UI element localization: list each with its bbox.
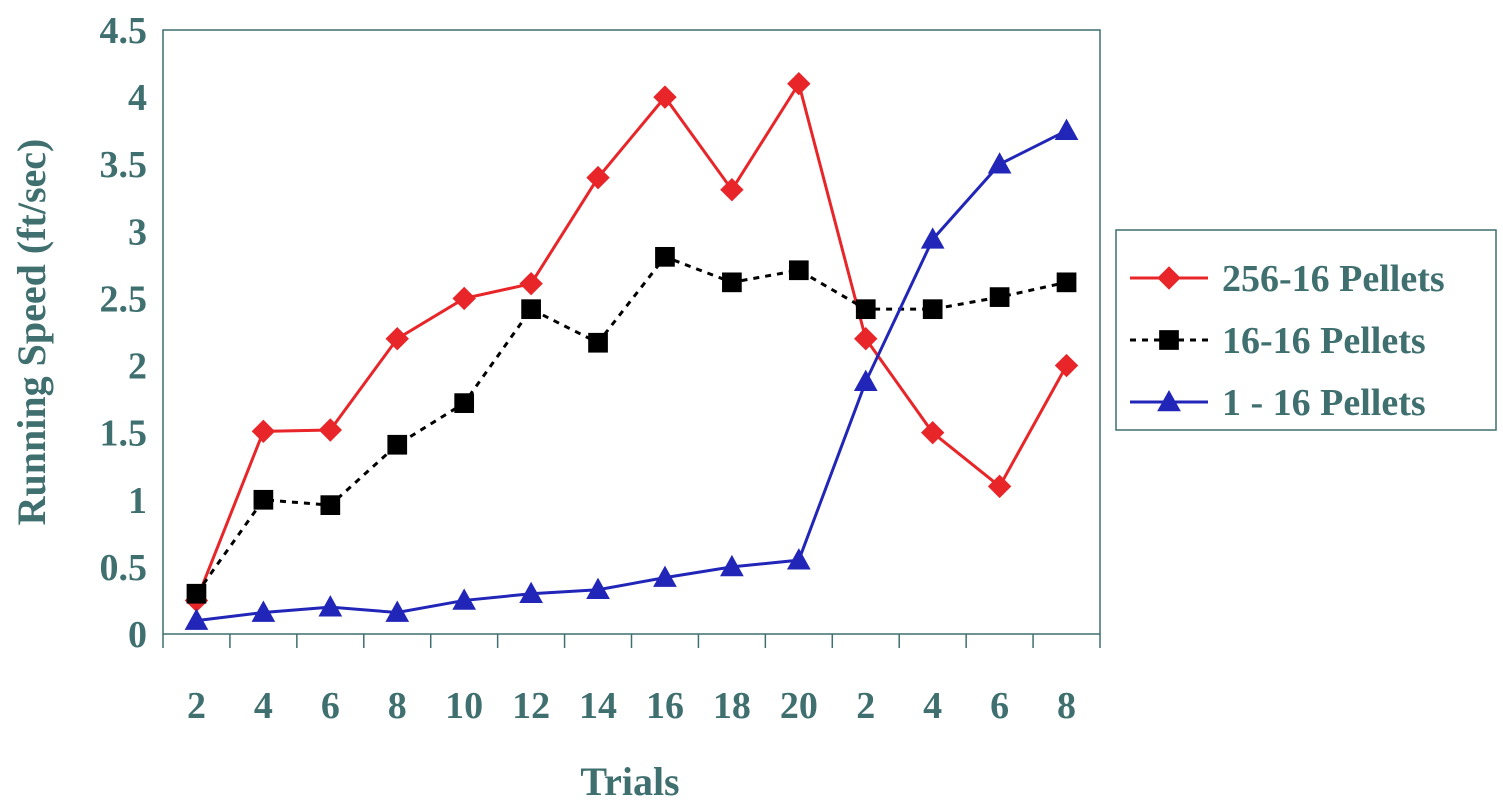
data-point: [1054, 118, 1079, 140]
x-tick-label: 20: [780, 685, 818, 727]
data-point: [253, 489, 274, 510]
legend-label: 1 - 16 Pellets: [1222, 382, 1426, 424]
x-tick-label: 8: [1057, 685, 1076, 727]
data-point: [318, 418, 343, 442]
data-point: [452, 286, 476, 311]
x-tick-label: 4: [923, 685, 942, 727]
legend-marker: [1159, 330, 1179, 350]
y-axis-title: Running Speed (ft/sec): [9, 139, 54, 526]
data-point: [184, 608, 209, 630]
data-point: [186, 583, 207, 604]
data-point: [586, 577, 610, 600]
x-tick-label: 6: [990, 685, 1009, 727]
x-tick-label: 10: [445, 685, 483, 727]
data-point: [519, 581, 543, 604]
data-point: [1054, 353, 1079, 378]
data-point: [987, 152, 1012, 174]
data-point: [786, 548, 811, 570]
data-point: [586, 165, 610, 190]
plot-area: [162, 29, 1101, 635]
y-tick-label: 1.5: [100, 413, 148, 455]
x-tick-label: 18: [713, 685, 751, 727]
legend-box: [1115, 229, 1497, 431]
y-tick-label: 0.5: [100, 547, 148, 589]
data-point: [387, 434, 408, 455]
data-point: [521, 299, 541, 320]
legend-item: 16-16 Pellets: [1130, 320, 1426, 362]
x-tick-label: 2: [856, 685, 875, 727]
x-tick-label: 4: [254, 685, 273, 727]
data-point: [653, 565, 677, 587]
legend-marker: [1157, 266, 1181, 290]
x-tick-label: 8: [388, 685, 407, 727]
data-point: [318, 595, 343, 617]
data-point: [251, 600, 276, 622]
x-tick-label: 6: [321, 685, 340, 727]
y-tick-label: 4: [128, 77, 147, 119]
data-point: [385, 327, 409, 351]
data-point: [788, 260, 809, 281]
legend-item: 256-16 Pellets: [1130, 258, 1445, 300]
series-line: [195, 79, 1068, 601]
data-point: [854, 327, 878, 351]
series-line: [196, 129, 1068, 623]
data-point: [385, 600, 410, 622]
y-tick-label: 3.5: [100, 144, 148, 186]
series-layer: [184, 71, 1079, 630]
data-point: [320, 495, 341, 515]
data-point: [922, 299, 943, 320]
data-point: [1056, 272, 1077, 293]
series-1: [184, 71, 1079, 613]
y-tick-label: 3: [128, 211, 147, 253]
y-axis: 0 0.5 1 1.5 2 2.5 3 3.5 4 4.5: [100, 10, 148, 656]
data-point: [787, 71, 811, 96]
data-point: [720, 554, 744, 577]
data-point: [720, 178, 744, 202]
data-point: [989, 287, 1010, 307]
legend-marker: [1157, 389, 1181, 412]
legend-item: 1 - 16 Pellets: [1130, 382, 1426, 424]
data-point: [519, 271, 543, 296]
series-3: [184, 118, 1079, 630]
x-axis: 2 4 6 8 10 12 14 16 18 20 2 4 6 8: [162, 634, 1101, 727]
data-point: [920, 227, 945, 249]
data-point: [653, 85, 677, 109]
x-tick-label: 12: [512, 685, 550, 727]
legend-label: 16-16 Pellets: [1222, 320, 1426, 362]
x-tick-label: 2: [187, 685, 206, 727]
data-point: [722, 272, 742, 293]
x-axis-title: Trials: [580, 759, 679, 804]
y-tick-label: 2.5: [100, 278, 148, 320]
data-point: [454, 393, 475, 413]
data-point: [920, 420, 945, 445]
y-tick-label: 1: [128, 480, 147, 522]
series-line: [195, 255, 1067, 595]
x-tick-label: 14: [579, 685, 617, 727]
data-point: [588, 332, 608, 353]
legend-label: 256-16 Pellets: [1222, 258, 1445, 300]
x-tick-label: 16: [646, 685, 684, 727]
data-point: [452, 588, 477, 610]
data-point: [655, 246, 675, 267]
y-tick-label: 0: [128, 614, 147, 656]
data-point: [251, 419, 276, 444]
y-tick-label: 4.5: [100, 10, 148, 52]
series-2: [186, 246, 1077, 604]
data-point: [855, 299, 876, 320]
data-point: [853, 369, 878, 391]
legend: 256-16 Pellets 16-16 Pellets 1 - 16 Pellet…: [1115, 229, 1497, 431]
data-point: [987, 474, 1012, 499]
y-tick-label: 2: [128, 346, 147, 388]
